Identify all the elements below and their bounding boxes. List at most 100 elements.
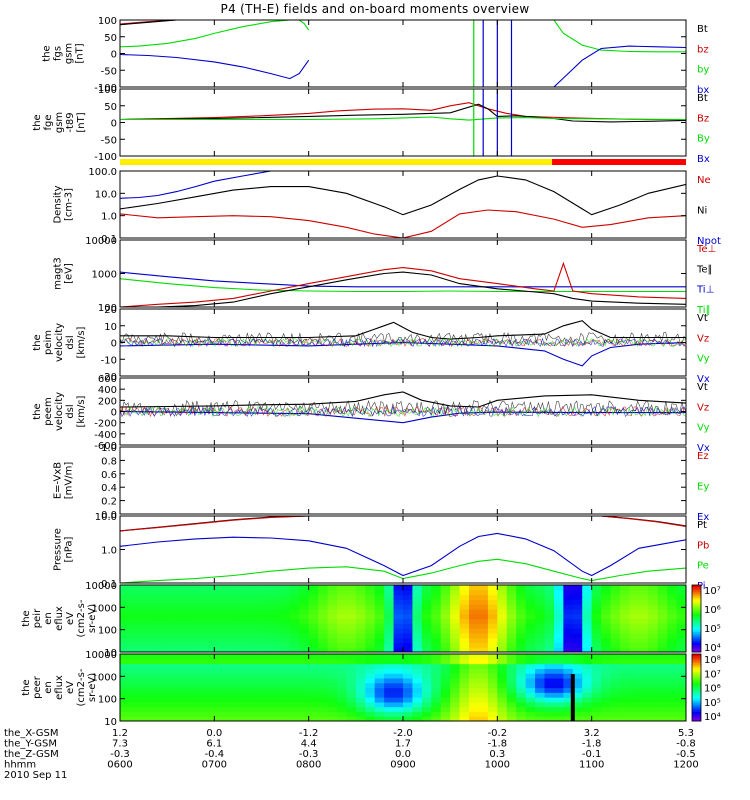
colorbar-step bbox=[692, 676, 701, 680]
spectrogram-cell bbox=[195, 677, 206, 684]
series-line-Ne bbox=[120, 209, 686, 238]
spectrogram-cell bbox=[261, 594, 272, 600]
colorbar-step bbox=[692, 680, 701, 684]
spectrogram-cell bbox=[365, 632, 376, 639]
colorbar-step bbox=[692, 645, 701, 649]
ephemeris-value: -2.0 bbox=[393, 728, 413, 739]
spectrogram-cell bbox=[120, 632, 131, 639]
spectrogram-cell bbox=[204, 663, 215, 669]
spectrogram-cell bbox=[525, 687, 536, 693]
spectrogram-cell bbox=[497, 637, 508, 644]
ephemeris-row-label: the_X-GSM bbox=[4, 728, 58, 739]
spectrogram-cell bbox=[355, 668, 366, 674]
spectrogram-cell bbox=[553, 637, 564, 644]
spectrogram-cell bbox=[412, 599, 423, 605]
y-tick-label: 1.0 bbox=[101, 212, 117, 223]
spectrogram-cell bbox=[440, 687, 451, 693]
spectrogram-cell bbox=[431, 706, 442, 713]
spectrogram-cell bbox=[563, 677, 574, 684]
spectrogram-cell bbox=[421, 701, 432, 708]
spectrogram-cell bbox=[459, 687, 470, 693]
spectrogram-cell bbox=[412, 618, 423, 624]
spectrogram-cell bbox=[299, 628, 310, 634]
spectrogram-cell bbox=[261, 663, 272, 669]
spectrogram-cell bbox=[384, 585, 395, 591]
spectrogram-cell bbox=[120, 613, 131, 620]
spectrogram-cell bbox=[346, 663, 357, 669]
spectrogram-cell bbox=[252, 608, 263, 615]
spectrogram-cell bbox=[252, 637, 263, 644]
spectrogram-cell bbox=[308, 642, 319, 648]
spectrogram-cell bbox=[242, 594, 253, 600]
y-tick-label: 200 bbox=[98, 396, 117, 407]
spectrogram-cell bbox=[619, 711, 630, 717]
spectrogram-cell bbox=[384, 594, 395, 600]
spectrogram-cell bbox=[421, 716, 432, 721]
spectrogram-cell bbox=[572, 654, 583, 660]
spectrogram-cell bbox=[506, 692, 517, 698]
spectrogram-cell bbox=[129, 623, 140, 629]
spectrogram-cell bbox=[506, 589, 517, 596]
spectrogram-cell bbox=[421, 599, 432, 605]
spectrogram-cell bbox=[629, 642, 640, 648]
spectrogram-cell bbox=[186, 687, 197, 693]
spectrogram-cell bbox=[157, 623, 168, 629]
spectrogram-cell bbox=[601, 585, 612, 591]
spectrogram-cell bbox=[516, 647, 527, 652]
spectrogram-cell bbox=[459, 599, 470, 605]
spectrogram-cell bbox=[572, 589, 583, 596]
spectrogram-cell bbox=[648, 658, 659, 665]
spectrogram-cell bbox=[648, 594, 659, 600]
spectrogram-cell bbox=[280, 687, 291, 693]
spectrogram-cell bbox=[365, 716, 376, 721]
spectrogram-cell bbox=[289, 658, 300, 665]
y-tick-label: 0.8 bbox=[101, 456, 117, 467]
spectrogram-cell bbox=[431, 618, 442, 624]
series-line-Pi bbox=[120, 532, 686, 577]
spectrogram-cell bbox=[487, 716, 498, 721]
colorbar-tick-label: 10⁵ bbox=[704, 624, 721, 635]
spectrogram-cell bbox=[138, 642, 149, 648]
spectrogram-cell bbox=[440, 642, 451, 648]
spectrogram-cell bbox=[233, 642, 244, 648]
spectrogram-cell bbox=[308, 623, 319, 629]
spectrogram-cell bbox=[648, 668, 659, 674]
spectrogram-cell bbox=[431, 613, 442, 620]
spectrogram-cell bbox=[280, 692, 291, 698]
spectrogram-cell bbox=[176, 687, 187, 693]
spectrogram-cell bbox=[346, 613, 357, 620]
spectrogram-cell bbox=[318, 628, 329, 634]
y-axis-label-line: E=-VxB bbox=[53, 462, 64, 499]
spectrogram-cell bbox=[138, 668, 149, 674]
spectrogram-cell bbox=[544, 637, 555, 644]
spectrogram-cell bbox=[176, 618, 187, 624]
spectrogram-cell bbox=[157, 658, 168, 665]
spectrogram-cell bbox=[544, 677, 555, 684]
spectrogram-cell bbox=[553, 658, 564, 665]
spectrogram-cell bbox=[120, 706, 131, 713]
colorbar-step bbox=[692, 705, 701, 709]
spectrogram-cell bbox=[667, 637, 678, 644]
spectrogram-cell bbox=[535, 585, 546, 591]
spectrogram-cell bbox=[431, 716, 442, 721]
y-tick-label: 0.1 bbox=[101, 234, 117, 245]
spectrogram-cell bbox=[563, 658, 574, 665]
spectrogram-cell bbox=[374, 599, 385, 605]
spectrogram-cell bbox=[572, 701, 583, 708]
spectrogram-cell bbox=[572, 668, 583, 674]
spectrogram-cell bbox=[355, 632, 366, 639]
spectrogram-cell bbox=[676, 692, 686, 698]
colorbar-step bbox=[692, 698, 701, 702]
spectrogram-cell bbox=[242, 604, 253, 610]
spectrogram-cell bbox=[648, 706, 659, 713]
spectrogram-cell bbox=[327, 594, 338, 600]
colorbar-step bbox=[692, 640, 701, 644]
spectrogram-cell bbox=[535, 697, 546, 703]
spectrogram-cell bbox=[516, 706, 527, 713]
spectrogram-cell bbox=[148, 628, 159, 634]
ephemeris-row-label: the_Z-GSM bbox=[4, 749, 59, 760]
spectrogram-cell bbox=[497, 613, 508, 620]
spectrogram-cell bbox=[440, 716, 451, 721]
